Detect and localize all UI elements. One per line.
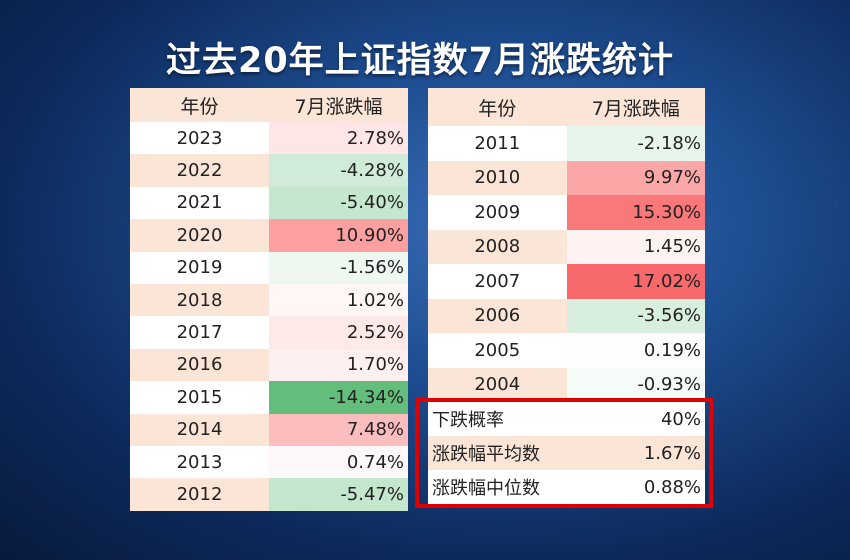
year-cell: 2008 — [428, 229, 567, 264]
row: 2005 0.19% — [428, 333, 705, 368]
row: 2004 -0.93% — [428, 367, 705, 402]
year-cell: 2020 — [130, 219, 269, 252]
year-cell: 2016 — [130, 348, 269, 382]
value-cell: -14.34% — [269, 381, 408, 414]
header-row: 年份 7月涨跌幅 — [130, 88, 408, 122]
row: 2022 -4.28% — [130, 154, 408, 187]
year-cell: 2012 — [130, 478, 269, 511]
row: 2012 -5.47% — [130, 478, 408, 511]
row: 2018 1.02% — [130, 283, 408, 317]
summary-label: 下跌概率 — [432, 410, 504, 431]
value-cell: 1.70% — [269, 348, 408, 382]
value-cell: 2.78% — [269, 122, 408, 155]
year-cell: 2018 — [130, 283, 269, 317]
value-cell: 2.52% — [269, 316, 408, 349]
row: 2016 1.70% — [130, 348, 408, 382]
row: 2017 2.52% — [130, 316, 408, 349]
year-cell: 2007 — [428, 264, 567, 299]
year-cell: 2017 — [130, 316, 269, 349]
value-cell: -5.47% — [269, 478, 408, 511]
summary-value: 1.67% — [643, 442, 701, 464]
year-cell: 2021 — [130, 186, 269, 220]
year-cell: 2010 — [428, 160, 567, 195]
right-table: 年份 7月涨跌幅 2011 -2.18% 2010 9.97% 2009 15.30% 2008… — [428, 88, 705, 402]
value-cell: -5.40% — [269, 186, 408, 220]
row: 2008 1.45% — [428, 229, 705, 264]
year-cell: 2022 — [130, 154, 269, 187]
value-cell: 1.45% — [566, 229, 705, 264]
row: 2020 10.90% — [130, 219, 408, 252]
row: 2019 -1.56% — [130, 251, 408, 284]
row: 2014 7.48% — [130, 413, 408, 446]
year-cell: 2023 — [130, 122, 269, 155]
value-cell: 10.90% — [269, 219, 408, 252]
title: 过去20年上证指数7月涨跌统计 — [165, 41, 675, 81]
value-cell: 7.48% — [269, 413, 408, 446]
year-cell: 2004 — [428, 367, 567, 402]
value-cell: 17.02% — [566, 264, 705, 299]
summary-table: 下跌概率 40% 涨跌幅平均数 1.67% 涨跌幅中位数 0.88% — [428, 402, 705, 504]
value-cell: -4.28% — [269, 154, 408, 187]
value-cell: -0.93% — [566, 367, 705, 402]
header-cell: 7月涨跌幅 — [269, 88, 408, 122]
year-cell: 2005 — [428, 333, 567, 368]
summary-value: 40% — [660, 408, 701, 430]
row: 2021 -5.40% — [130, 186, 408, 220]
value-cell: -1.56% — [269, 251, 408, 284]
year-cell: 2019 — [130, 251, 269, 284]
header-cell: 7月涨跌幅 — [566, 88, 705, 126]
summary-row: 涨跌幅中位数 0.88% — [428, 470, 705, 504]
highlight-frame — [415, 398, 713, 508]
year-cell: 2013 — [130, 445, 269, 479]
row: 2011 -2.18% — [428, 126, 705, 161]
row: 2010 9.97% — [428, 160, 705, 195]
value-cell: 1.02% — [269, 283, 408, 317]
summary-label: 涨跌幅中位数 — [432, 478, 540, 499]
row: 2015 -14.34% — [130, 381, 408, 414]
header-cell: 年份 — [130, 88, 269, 122]
summary-row: 下跌概率 40% — [428, 402, 705, 436]
header-row: 年份 7月涨跌幅 — [428, 88, 705, 126]
row: 2013 0.74% — [130, 445, 408, 479]
row: 2009 15.30% — [428, 195, 705, 230]
year-cell: 2009 — [428, 195, 567, 230]
row: 2006 -3.56% — [428, 298, 705, 333]
year-cell: 2015 — [130, 381, 269, 414]
value-cell: 0.19% — [566, 333, 705, 368]
left-table: 年份 7月涨跌幅 2023 2.78% 2022 -4.28% 2021 -5.40% 2020… — [130, 88, 408, 511]
row: 2007 17.02% — [428, 264, 705, 299]
value-cell: 15.30% — [566, 195, 705, 230]
summary-label: 涨跌幅平均数 — [432, 444, 540, 465]
value-cell: -3.56% — [566, 298, 705, 333]
value-cell: -2.18% — [566, 126, 705, 161]
year-cell: 2014 — [130, 413, 269, 446]
row: 2023 2.78% — [130, 122, 408, 155]
value-cell: 9.97% — [566, 160, 705, 195]
header-cell: 年份 — [428, 88, 567, 126]
year-cell: 2006 — [428, 298, 567, 333]
summary-value: 0.88% — [643, 476, 701, 498]
summary-row: 涨跌幅平均数 1.67% — [428, 436, 705, 470]
value-cell: 0.74% — [269, 445, 408, 479]
year-cell: 2011 — [428, 126, 567, 161]
